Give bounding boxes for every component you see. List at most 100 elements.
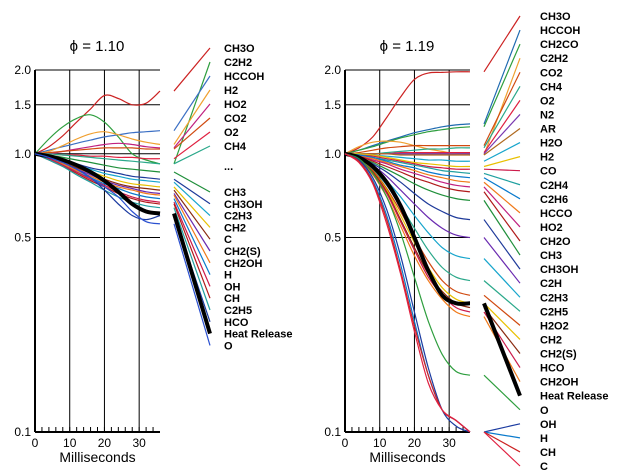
series-line-heat-release bbox=[34, 151, 161, 216]
species-label: H2 bbox=[224, 85, 238, 97]
connector-n2 bbox=[483, 114, 521, 155]
connector-heat-release bbox=[482, 302, 522, 397]
connector-c2h3 bbox=[173, 181, 211, 217]
connector-c2h4 bbox=[483, 172, 521, 186]
species-label: CH3O bbox=[224, 43, 255, 55]
species-label: CH2 bbox=[224, 222, 246, 234]
y-tick-label: 1.5 bbox=[14, 98, 31, 112]
connector-ch4 bbox=[483, 86, 521, 149]
species-label: H2O2 bbox=[540, 320, 569, 332]
species-label: CH2(S) bbox=[224, 246, 261, 258]
connector-co2 bbox=[173, 117, 211, 150]
connector-ch2 bbox=[173, 186, 211, 228]
x-tick-label: 10 bbox=[373, 436, 387, 450]
species-label: CO2 bbox=[540, 67, 563, 79]
species-label: CH2 bbox=[540, 334, 562, 346]
species-label: C bbox=[540, 461, 548, 472]
species-label: H2O bbox=[540, 138, 563, 150]
connector-o bbox=[483, 374, 521, 411]
connector-h2 bbox=[173, 89, 211, 145]
connector-h bbox=[173, 198, 211, 275]
species-label: CH4 bbox=[540, 81, 563, 93]
species-label: CH3OH bbox=[224, 199, 263, 211]
species-label: H bbox=[224, 270, 232, 282]
species-label: CH2OH bbox=[224, 258, 263, 270]
connector-c2h bbox=[483, 237, 521, 284]
connector-o bbox=[173, 223, 211, 346]
connector-ch3oh bbox=[173, 178, 211, 205]
species-label: C2H2 bbox=[224, 57, 252, 69]
species-label: CH3 bbox=[540, 250, 562, 262]
series-line-co2 bbox=[344, 144, 470, 155]
species-label: CH2(S) bbox=[540, 349, 577, 361]
panel-phi-1-19: ϕ = 1.19 0.1 0.5 1.0 1.5 2.0 0 10 20 30Millisecon… bbox=[324, 11, 608, 472]
series-line-ho2 bbox=[34, 142, 161, 155]
species-label: HO2 bbox=[224, 99, 247, 111]
species-label: CH3OH bbox=[540, 264, 579, 276]
series-line-h bbox=[344, 153, 471, 433]
species-label: CH3O bbox=[540, 11, 571, 23]
series-line-c2h6 bbox=[344, 153, 471, 179]
connector-co bbox=[483, 168, 521, 172]
panel-phi-1-10: ϕ = 1.10 0.1 0.5 1.0 1.5 2.0 0 10 20 30Millisecon… bbox=[14, 38, 292, 465]
species-label: C bbox=[224, 234, 232, 246]
species-label: HCCOH bbox=[224, 71, 264, 83]
species-label: CH4 bbox=[224, 141, 247, 153]
connector-ch3o bbox=[173, 47, 211, 92]
x-tick-label: 20 bbox=[408, 436, 422, 450]
series-line-co2 bbox=[34, 147, 161, 155]
species-label: O bbox=[540, 405, 549, 417]
y-tick-label: 0.1 bbox=[14, 425, 31, 439]
connector-ch3o bbox=[483, 15, 521, 73]
connector-h2o2 bbox=[483, 294, 521, 326]
species-label: C2H2 bbox=[540, 53, 568, 65]
chart-title: ϕ = 1.10 bbox=[70, 38, 125, 55]
series-line-h2 bbox=[34, 131, 161, 155]
connector-c2h2 bbox=[483, 57, 521, 156]
series-line-oh bbox=[344, 153, 471, 433]
series-line-c bbox=[344, 153, 471, 433]
connector-ch bbox=[483, 431, 521, 453]
connector-o2 bbox=[173, 131, 211, 160]
species-label: HCCO bbox=[540, 208, 573, 220]
connector-ar bbox=[483, 128, 521, 156]
x-tick-label: 0 bbox=[32, 436, 39, 450]
series-line-o bbox=[34, 153, 161, 225]
species-label: C2H5 bbox=[224, 305, 252, 317]
species-label: HCO bbox=[540, 363, 565, 375]
connector-oh bbox=[173, 201, 211, 287]
x-axis-label: Milliseconds bbox=[59, 449, 135, 465]
species-label: O2 bbox=[540, 95, 555, 107]
ellipsis-label: ... bbox=[224, 161, 233, 173]
species-label: C2H5 bbox=[540, 306, 568, 318]
species-label: HCO bbox=[224, 317, 249, 329]
x-tick-label: 0 bbox=[342, 436, 349, 450]
connector-ch2o bbox=[483, 191, 521, 242]
connector-ch2 bbox=[483, 302, 521, 340]
species-label: C2H bbox=[540, 278, 562, 290]
species-label: CH2OH bbox=[540, 377, 579, 389]
species-label: OH bbox=[224, 281, 241, 293]
series-line-hcco bbox=[344, 153, 471, 183]
species-label: HO2 bbox=[540, 222, 563, 234]
connector-o2 bbox=[483, 100, 521, 153]
connector-c2h5 bbox=[483, 280, 521, 312]
connector-hccoh bbox=[173, 75, 211, 132]
connector-c2h2 bbox=[173, 61, 211, 165]
species-label: CO2 bbox=[224, 113, 247, 125]
connector-heat-release bbox=[172, 212, 212, 335]
species-label: CH2CO bbox=[540, 39, 579, 51]
series-line-c2h3 bbox=[344, 153, 471, 260]
connector-oh bbox=[483, 423, 521, 433]
species-label: CH bbox=[224, 293, 240, 305]
y-tick-label: 1.0 bbox=[324, 147, 341, 161]
species-label: CH bbox=[540, 447, 556, 459]
connector-c bbox=[173, 189, 211, 240]
species-label: C2H4 bbox=[540, 180, 569, 192]
species-label: C2H3 bbox=[224, 211, 252, 223]
connector-ch3oh bbox=[483, 219, 521, 270]
connector-hcco bbox=[483, 181, 521, 214]
connector-ch2-s bbox=[173, 193, 211, 252]
x-tick-label: 30 bbox=[442, 436, 456, 450]
